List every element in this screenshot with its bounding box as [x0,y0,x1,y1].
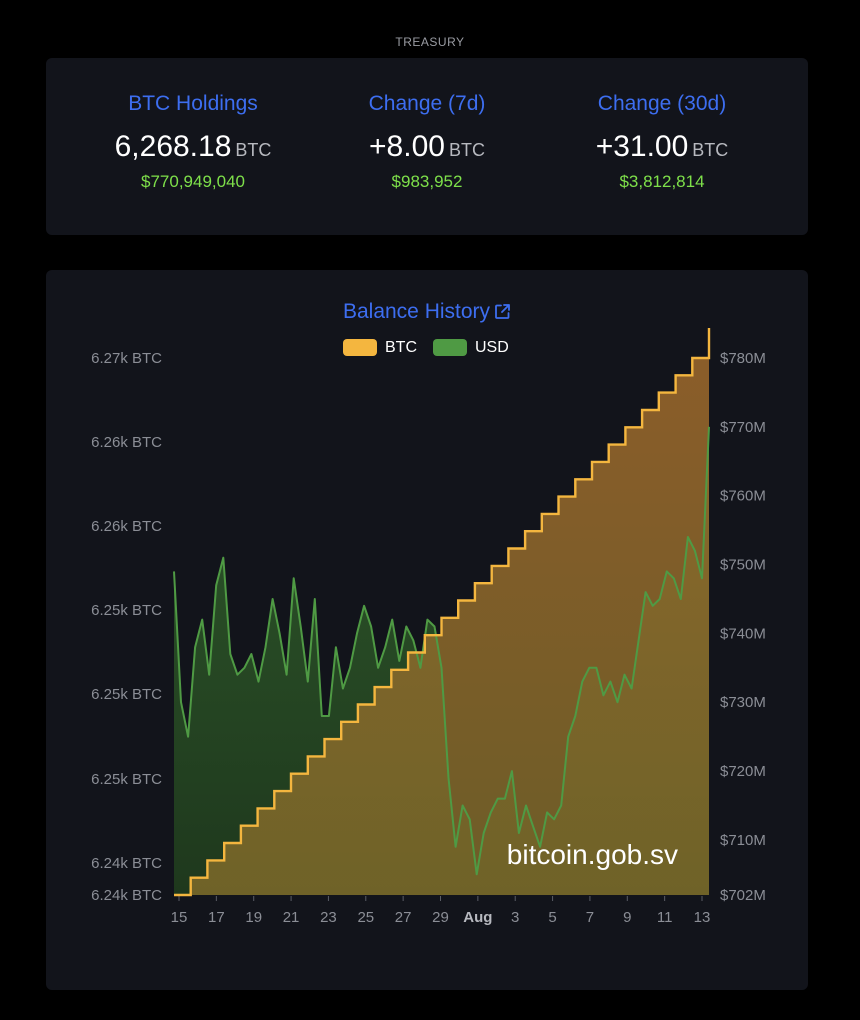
stat-value-row: +8.00 BTC [307,130,547,166]
y-right-tick-label: $780M [720,350,766,367]
y-right-tick-label: $740M [720,625,766,642]
x-tick-label: 25 [357,909,374,926]
y-right-tick-label: $710M [720,832,766,849]
chart-title[interactable]: Balance History [342,300,491,323]
y-left-tick-label: 6.25k BTC [91,771,162,788]
stat-change-30d: Change (30d) +31.00 BTC $3,812,814 [542,92,782,192]
stats-card: BTC Holdings 6,268.18 BTC $770,949,040 Ch… [46,58,808,235]
stat-unit: BTC [448,140,485,160]
y-left-tick-label: 6.25k BTC [91,686,162,703]
legend-swatch-btc[interactable] [343,339,377,356]
balance-history-card: Balance History BTC USD 6.27k BTC 6.26k BT… [46,270,808,990]
x-tick-label: 7 [586,909,594,926]
chart-legend[interactable]: BTC USD [343,339,509,356]
stat-change-7d: Change (7d) +8.00 BTC $983,952 [307,92,547,192]
y-right-tick-label: $750M [720,557,766,574]
y-left-tick-label: 6.27k BTC [91,350,162,367]
legend-label-usd[interactable]: USD [475,339,509,356]
section-label: TREASURY [395,35,465,49]
x-axis: 15 17 19 21 23 25 27 29 Aug 3 5 7 9 11 13 [171,896,711,926]
external-link-icon[interactable] [494,303,511,320]
x-tick-label: 15 [171,909,188,926]
legend-label-btc[interactable]: BTC [385,339,417,356]
x-tick-label: 3 [511,909,519,926]
y-left-tick-label: 6.25k BTC [91,602,162,619]
y-right-tick-label: $730M [720,694,766,711]
balance-history-chart: BTC USD 6.27k BTC 6.26k BTC 6.26k BTC 6.25k … [91,328,766,926]
stat-value: 6,268.18 [114,130,232,163]
stat-value-row: 6,268.18 BTC [73,130,313,166]
x-tick-label: 17 [208,909,225,926]
x-tick-label: 19 [245,909,262,926]
x-tick-label: 23 [320,909,337,926]
stat-title: BTC Holdings [128,92,258,115]
y-right-tick-label: $760M [720,488,766,505]
y-right-tick-label: $702M [720,887,766,904]
x-tick-label: 11 [657,909,673,926]
x-tick-label: Aug [463,909,492,926]
y-left-tick-label: 6.26k BTC [91,518,162,535]
stat-usd-value: $770,949,040 [141,172,245,191]
stat-title: Change (7d) [368,92,486,115]
stat-usd-value: $983,952 [391,172,463,191]
y-left-tick-label: 6.24k BTC [91,887,162,904]
stat-title: Change (30d) [597,92,727,115]
stat-unit: BTC [692,140,729,160]
stat-value: +8.00 [369,130,445,163]
plot-area [173,328,711,897]
y-axis-right: $780M $770M $760M $750M $740M $730M $720M $710M… [720,350,766,904]
chart-title-row[interactable]: Balance History [46,300,808,324]
x-tick-label: 9 [623,909,631,926]
usd-series-line [173,426,710,876]
y-axis-left: 6.27k BTC 6.26k BTC 6.26k BTC 6.25k BTC 6.25… [91,350,162,904]
x-tick-label: 21 [283,909,300,926]
stat-btc-holdings: BTC Holdings 6,268.18 BTC $770,949,040 [73,92,313,192]
y-right-tick-label: $770M [720,419,766,436]
y-left-tick-label: 6.26k BTC [91,434,162,451]
x-tick-label: 5 [548,909,556,926]
y-left-tick-label: 6.24k BTC [91,855,162,872]
y-right-tick-label: $720M [720,763,766,780]
x-tick-label: 13 [694,909,711,926]
stat-value-row: +31.00 BTC [542,130,782,166]
watermark-text: bitcoin.gob.sv [507,839,678,870]
btc-series-line [174,328,711,897]
stat-unit: BTC [235,140,272,160]
stat-value: +31.00 [595,130,689,163]
x-tick-label: 27 [395,909,412,926]
x-tick-label: 29 [432,909,449,926]
legend-swatch-usd[interactable] [433,339,467,356]
stat-usd-value: $3,812,814 [619,172,705,191]
